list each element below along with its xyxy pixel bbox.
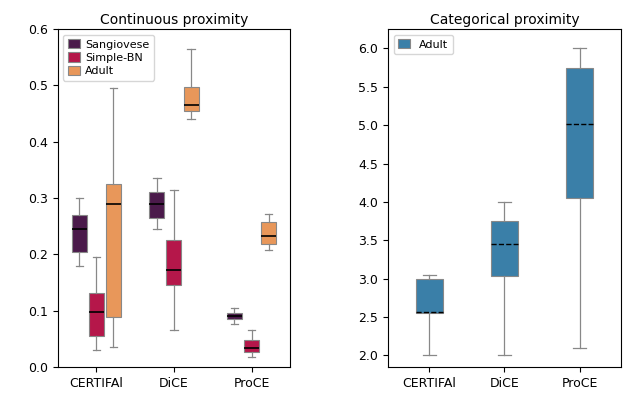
- Title: Continuous proximity: Continuous proximity: [100, 13, 248, 27]
- PathPatch shape: [184, 87, 198, 111]
- PathPatch shape: [261, 222, 276, 244]
- PathPatch shape: [566, 68, 593, 198]
- PathPatch shape: [89, 293, 104, 336]
- PathPatch shape: [106, 184, 121, 317]
- PathPatch shape: [227, 313, 242, 319]
- PathPatch shape: [416, 279, 442, 313]
- Legend: Adult: Adult: [394, 35, 452, 54]
- PathPatch shape: [166, 240, 182, 285]
- PathPatch shape: [492, 221, 518, 276]
- PathPatch shape: [244, 340, 259, 352]
- Title: Categorical proximity: Categorical proximity: [429, 13, 579, 27]
- PathPatch shape: [72, 215, 87, 251]
- Legend: Sangiovese, Simple-BN, Adult: Sangiovese, Simple-BN, Adult: [63, 35, 154, 80]
- PathPatch shape: [149, 193, 164, 218]
